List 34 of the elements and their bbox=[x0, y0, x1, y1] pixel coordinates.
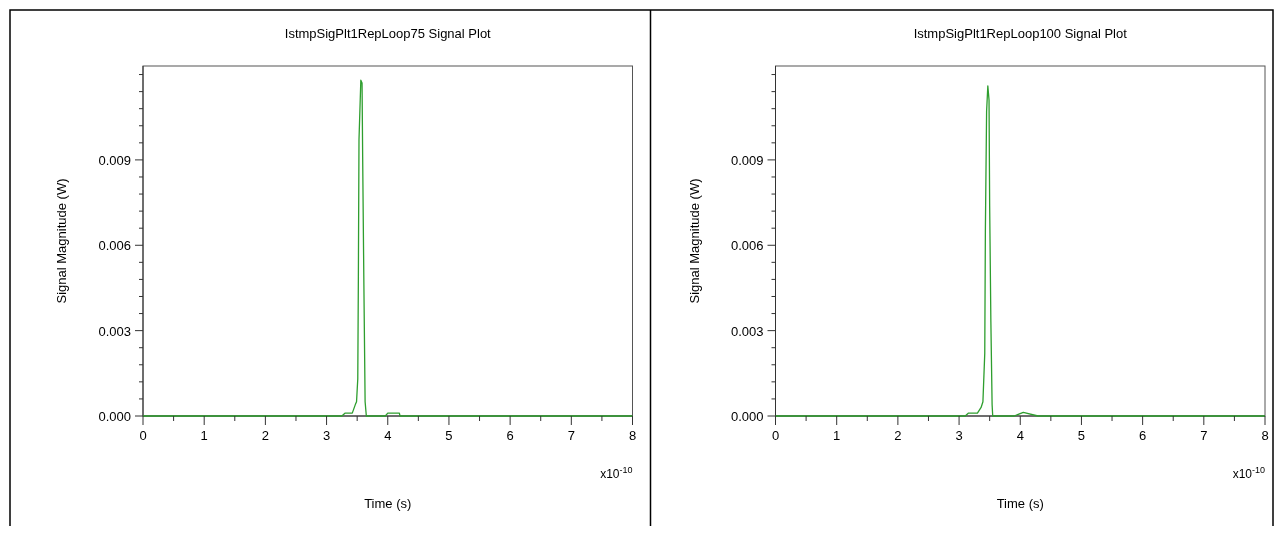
chart-title: IstmpSigPlt1RepLoop75 Signal Plot bbox=[284, 26, 492, 41]
y-tick-label: 0.006 bbox=[730, 238, 764, 254]
x-tick-label: 5 bbox=[445, 428, 453, 443]
x-tick-label: 1 bbox=[833, 428, 841, 443]
text: x10$^{-10}$ bbox=[600, 465, 633, 481]
x-tick-label: 8 bbox=[628, 428, 637, 443]
x-tick-label: 2 bbox=[261, 428, 269, 443]
y-axis-title: Signal Magnitude (W) bbox=[686, 178, 702, 304]
x-axis-title: Time (s) bbox=[364, 496, 412, 511]
y-tick-label: 0.003 bbox=[98, 323, 131, 339]
x-tick-label: 5 bbox=[1077, 428, 1086, 443]
x-tick-label: 6 bbox=[506, 428, 514, 443]
y-tick-label: 0.003 bbox=[730, 323, 764, 339]
x-tick-label: 7 bbox=[567, 428, 575, 443]
text: x10$^{-10}$ bbox=[1232, 465, 1265, 481]
x-axis-title: Time (s) bbox=[996, 496, 1044, 511]
y-tick-label: 0.006 bbox=[98, 238, 131, 254]
x-tick-label: 4 bbox=[384, 428, 392, 443]
x-tick-label: 2 bbox=[894, 428, 902, 443]
x-tick-label: 0 bbox=[771, 428, 780, 443]
y-tick-label: 0.009 bbox=[730, 152, 764, 168]
x-tick-label: 8 bbox=[1261, 428, 1269, 443]
y-tick-label: 0.000 bbox=[98, 409, 131, 424]
y-tick-label: 0.000 bbox=[730, 409, 764, 424]
x-tick-label: 6 bbox=[1139, 428, 1147, 443]
x-tick-label: 0 bbox=[139, 428, 147, 443]
x-tick-label: 3 bbox=[955, 428, 963, 443]
x-tick-label: 7 bbox=[1200, 428, 1208, 443]
chart-title: IstmpSigPlt1RepLoop100 Signal Plot bbox=[913, 26, 1128, 41]
x-tick-label: 3 bbox=[322, 428, 331, 443]
x-tick-label: 1 bbox=[200, 428, 208, 443]
x-tick-label: 4 bbox=[1016, 428, 1024, 443]
y-axis-title: Signal Magnitude (W) bbox=[54, 178, 69, 304]
y-tick-label: 0.009 bbox=[98, 152, 131, 168]
